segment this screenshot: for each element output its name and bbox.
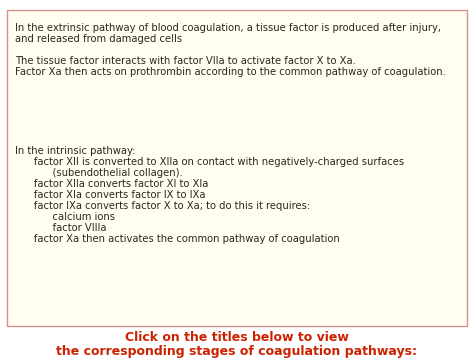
- Text: and released from damaged cells: and released from damaged cells: [15, 34, 182, 44]
- Text: factor IXa converts factor X to Xa; to do this it requires:: factor IXa converts factor X to Xa; to d…: [15, 201, 310, 211]
- Text: factor VIIIa: factor VIIIa: [15, 223, 107, 233]
- Text: factor XII is converted to XIIa on contact with negatively-charged surfaces: factor XII is converted to XIIa on conta…: [15, 157, 404, 167]
- Text: (subendothelial collagen).: (subendothelial collagen).: [15, 168, 183, 178]
- FancyBboxPatch shape: [7, 10, 467, 326]
- Text: Factor Xa then acts on prothrombin according to the common pathway of coagulatio: Factor Xa then acts on prothrombin accor…: [15, 67, 446, 77]
- Text: The tissue factor interacts with factor VIIa to activate factor X to Xa.: The tissue factor interacts with factor …: [15, 56, 356, 66]
- Text: Click on the titles below to view: Click on the titles below to view: [125, 331, 349, 344]
- Text: In the intrinsic pathway:: In the intrinsic pathway:: [15, 146, 136, 156]
- Text: factor XIa converts factor IX to IXa: factor XIa converts factor IX to IXa: [15, 190, 206, 200]
- Text: calcium ions: calcium ions: [15, 212, 115, 222]
- Text: factor Xa then activates the common pathway of coagulation: factor Xa then activates the common path…: [15, 234, 340, 244]
- Text: the corresponding stages of coagulation pathways:: the corresponding stages of coagulation …: [56, 345, 418, 358]
- Text: factor XIIa converts factor XI to XIa: factor XIIa converts factor XI to XIa: [15, 179, 209, 189]
- Text: In the extrinsic pathway of blood coagulation, a tissue factor is produced after: In the extrinsic pathway of blood coagul…: [15, 23, 441, 33]
